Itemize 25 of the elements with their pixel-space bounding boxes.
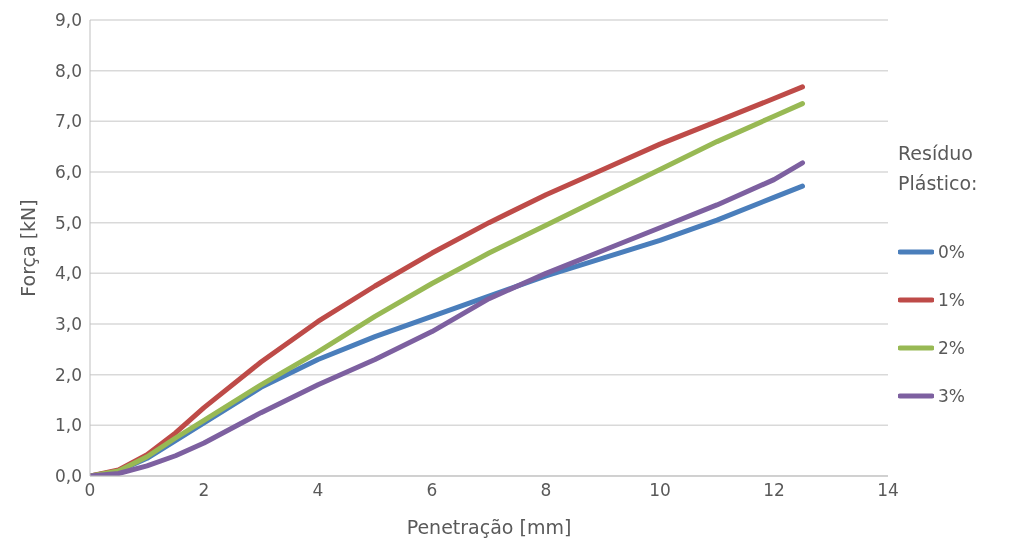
- y-tick-label: 9,0: [54, 10, 82, 31]
- legend-label: 1%: [938, 290, 965, 310]
- x-tick-label: 4: [312, 480, 324, 501]
- y-tick-label: 1,0: [54, 415, 82, 436]
- y-axis-title: Força [kN]: [16, 199, 39, 297]
- legend-label: 3%: [938, 386, 965, 406]
- x-tick-label: 12: [763, 480, 785, 501]
- y-tick-label: 2,0: [54, 364, 82, 385]
- x-axis-title: Penetração [mm]: [406, 516, 572, 538]
- x-tick-label: 10: [649, 480, 671, 501]
- legend-title: Resíduo Plástico:: [898, 141, 979, 196]
- x-tick-label: 6: [426, 480, 438, 501]
- legend-label: 0%: [938, 242, 965, 262]
- y-tick-label: 3,0: [54, 314, 82, 335]
- x-tick-label: 0: [84, 480, 96, 501]
- x-tick-label: 14: [877, 480, 899, 501]
- y-tick-label: 6,0: [54, 162, 82, 183]
- y-tick-label: 8,0: [54, 60, 82, 81]
- legend-label: 2%: [938, 338, 965, 358]
- x-tick-label: 8: [540, 480, 552, 501]
- y-tick-label: 4,0: [54, 263, 82, 284]
- x-tick-label: 2: [198, 480, 210, 501]
- y-tick-label: 0,0: [54, 466, 82, 487]
- y-tick-label: 7,0: [54, 111, 82, 132]
- y-tick-label: 5,0: [54, 212, 82, 233]
